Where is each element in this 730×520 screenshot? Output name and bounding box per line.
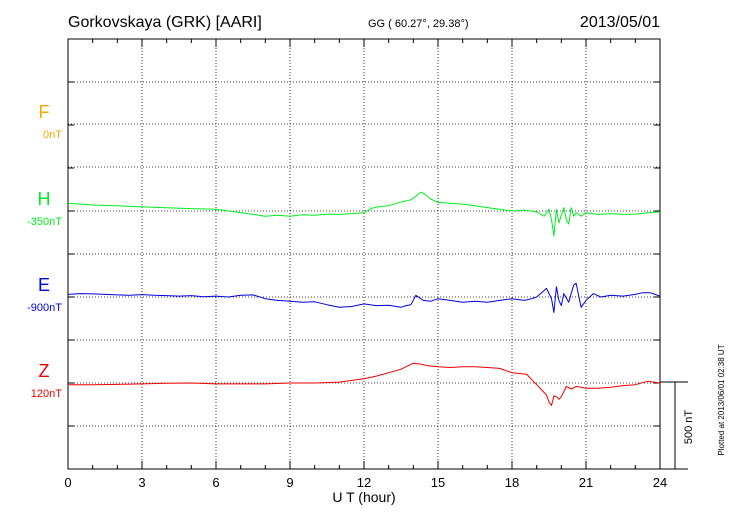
chart-date: 2013/05/01 — [580, 14, 660, 31]
axis-ticks — [67, 38, 661, 470]
x-tick-label: 12 — [357, 475, 371, 490]
plot-frame — [67, 38, 661, 470]
x-tick-label: 15 — [431, 475, 445, 490]
trace-H — [67, 191, 661, 237]
component-baseline-Z: 120nT — [31, 388, 62, 400]
station-coordinates: GG ( 60.27°, 29.38°) — [368, 18, 469, 30]
plotted-at-note: Plotted at 2013/06/01 02:38 UT — [717, 344, 726, 455]
component-label-E: E — [38, 275, 50, 295]
component-baseline-F: 0nT — [43, 129, 62, 141]
component-baseline-E: -900nT — [27, 302, 62, 314]
component-label-F: F — [39, 102, 50, 122]
component-labels: F 0nT H -350nT E -900nT Z 120nT — [27, 102, 62, 400]
x-tick-label: 9 — [286, 475, 293, 490]
x-tick-label: 21 — [579, 475, 593, 490]
component-label-Z: Z — [39, 361, 50, 381]
scale-bar-label: 500 nT — [683, 410, 695, 445]
trace-E — [67, 282, 661, 313]
x-tick-labels: 0 3 6 9 12 15 18 21 24 — [64, 475, 667, 490]
x-tick-label: 24 — [653, 475, 667, 490]
x-tick-label: 18 — [505, 475, 519, 490]
grid — [68, 39, 660, 469]
x-tick-label: 0 — [64, 475, 71, 490]
scale-bar: 500 nT — [660, 381, 695, 470]
x-tick-label: 3 — [138, 475, 145, 490]
trace-Z — [68, 362, 661, 406]
component-label-H: H — [38, 189, 51, 209]
component-baseline-H: -350nT — [27, 216, 62, 228]
x-tick-label: 6 — [212, 475, 219, 490]
chart-title: Gorkovskaya (GRK) [AARI] — [68, 14, 262, 31]
x-axis-label: U T (hour) — [332, 489, 395, 505]
traces — [67, 191, 661, 406]
